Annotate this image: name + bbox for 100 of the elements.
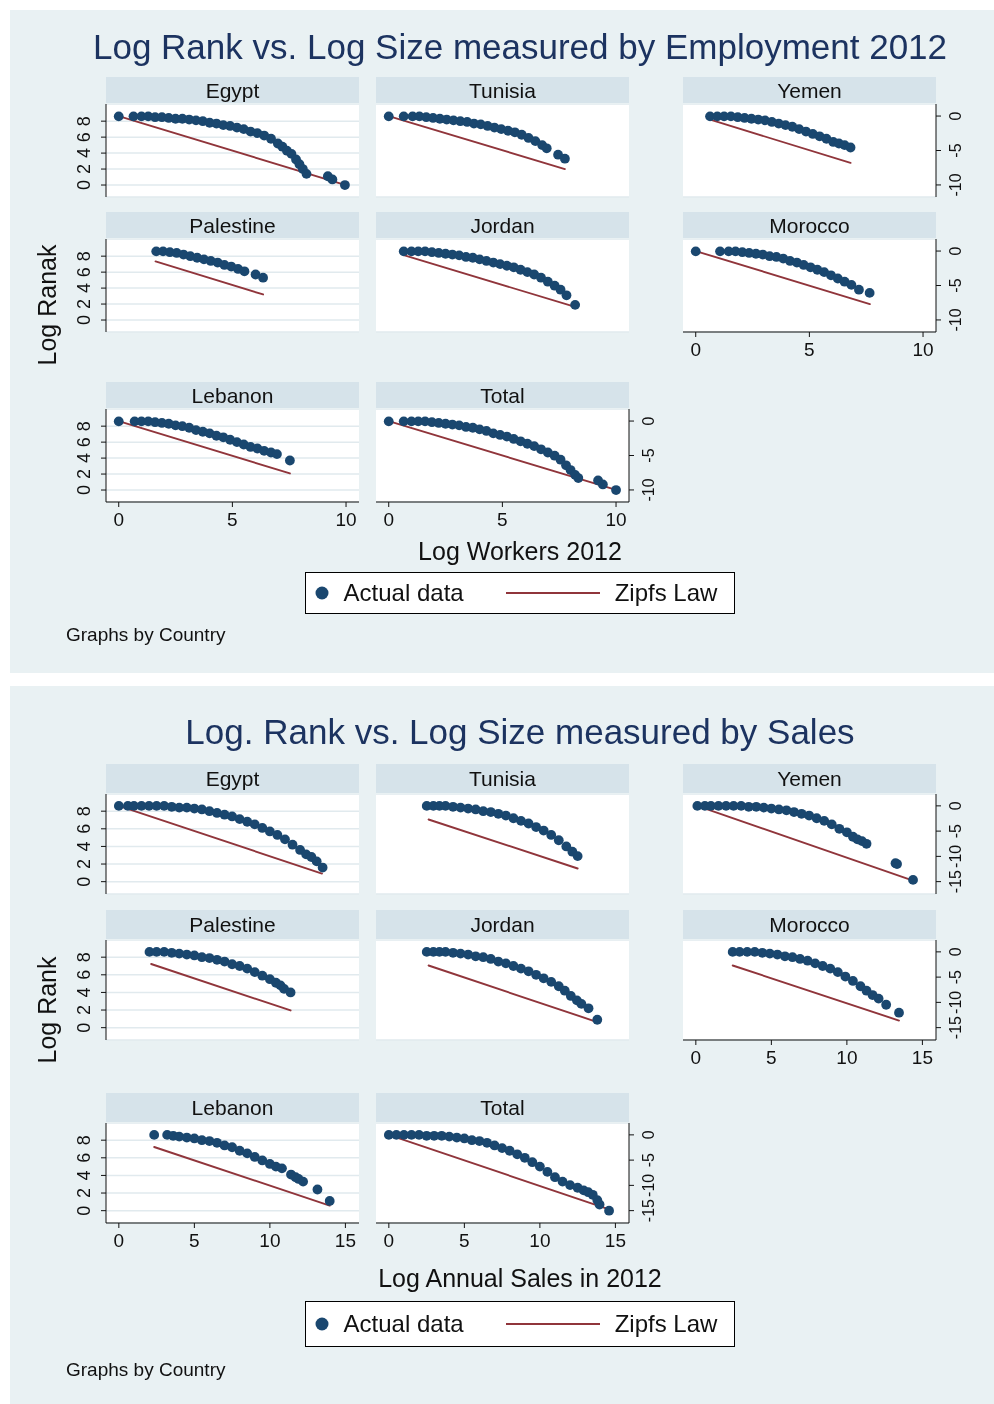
- point: [611, 485, 621, 495]
- x-tick-label: 0: [690, 1047, 702, 1069]
- point: [546, 976, 557, 987]
- point: [832, 967, 843, 978]
- y-tick-label: 4: [74, 1170, 94, 1181]
- y-tick-label: 6: [74, 969, 94, 980]
- y-tick-label: 4: [74, 453, 94, 464]
- chart-title: Yemen: [777, 767, 842, 790]
- point: [239, 266, 250, 277]
- y-tick-label: 8: [74, 251, 94, 262]
- y-tick-label: 6: [74, 437, 94, 448]
- point: [280, 834, 290, 845]
- point: [834, 823, 845, 834]
- y2-tick-label: -10: [946, 308, 964, 332]
- y-tick-label: 6: [74, 132, 94, 143]
- y2-tick-label: 0: [946, 111, 964, 121]
- y2-tick-label: 0: [639, 416, 657, 426]
- y2-tick-label: -5: [946, 143, 964, 158]
- point: [242, 963, 253, 974]
- y-tick-label: 8: [74, 806, 94, 817]
- y-tick-label: 6: [74, 267, 94, 278]
- point: [285, 455, 295, 466]
- text: Log Annual Sales in 2012: [378, 1264, 662, 1292]
- y-tick-label: 4: [74, 283, 94, 294]
- y-tick-label: 8: [74, 116, 94, 127]
- y2-tick-label: 0: [946, 947, 964, 957]
- x-tick-label: 5: [766, 1047, 777, 1069]
- y-tick-label: 6: [74, 1152, 94, 1163]
- point: [249, 967, 260, 978]
- y2-tick-label: -5: [639, 448, 657, 463]
- point: [550, 1172, 560, 1183]
- y-tick-label: 8: [74, 1135, 94, 1146]
- x-tick-label: 5: [497, 509, 508, 531]
- point: [482, 1137, 492, 1148]
- point: [272, 449, 282, 459]
- x-tick-label: 15: [334, 1230, 356, 1252]
- point: [249, 819, 260, 830]
- point: [573, 473, 584, 483]
- y-tick-label: 2: [74, 164, 94, 175]
- y2-tick-label: 0: [946, 246, 964, 256]
- point: [113, 800, 124, 811]
- point: [873, 993, 884, 1004]
- chart-title: Egypt: [205, 78, 260, 102]
- text: Log. Rank vs. Log Size measured by Sales: [185, 712, 855, 751]
- y2-tick-label: -5: [946, 823, 964, 839]
- y-tick-label: 2: [74, 1005, 94, 1016]
- point: [242, 816, 253, 827]
- text: Log Rank: [32, 956, 61, 1064]
- y2-tick-label: -10: [946, 844, 964, 868]
- x-tick-label: 15: [604, 1230, 626, 1252]
- x-tick-label: 5: [804, 339, 815, 361]
- chart-title: Jordan: [470, 213, 535, 237]
- point: [113, 416, 124, 427]
- point: [485, 954, 496, 964]
- point: [846, 280, 857, 290]
- x-tick-label: 5: [189, 1230, 200, 1252]
- y-tick-label: 2: [74, 469, 94, 480]
- point: [583, 1003, 594, 1014]
- y-tick-label: 2: [74, 859, 94, 870]
- legend-label: Zipfs Law: [614, 579, 718, 606]
- point: [249, 1152, 260, 1162]
- y-tick-label: 0: [74, 1022, 94, 1033]
- chart-title: Total: [480, 1096, 525, 1119]
- chart-title: Tunisia: [469, 78, 536, 102]
- point: [861, 838, 872, 849]
- x-tick-label: 0: [113, 1230, 125, 1252]
- point: [266, 133, 276, 144]
- chart-title: Morocco: [769, 913, 850, 936]
- point: [819, 815, 830, 826]
- x-tick-label: 0: [113, 509, 125, 531]
- point: [383, 111, 394, 122]
- point: [534, 1161, 545, 1172]
- x-tick-label: 15: [911, 1047, 933, 1069]
- point: [340, 180, 350, 190]
- legend-label: Actual data: [343, 579, 464, 606]
- point: [570, 299, 581, 310]
- point: [881, 999, 892, 1010]
- point: [312, 1184, 323, 1195]
- point: [285, 987, 296, 998]
- point: [817, 961, 828, 971]
- point: [848, 976, 858, 986]
- x-tick-label: 10: [529, 1230, 551, 1252]
- point: [519, 1152, 530, 1163]
- point: [561, 290, 572, 301]
- point: [531, 822, 542, 832]
- point: [227, 811, 238, 822]
- chart-title: Tunisia: [469, 767, 536, 790]
- point: [576, 998, 587, 1009]
- point: [242, 1148, 253, 1159]
- point: [542, 1167, 553, 1177]
- point: [317, 862, 328, 873]
- y-tick-label: 0: [74, 485, 94, 496]
- point: [324, 1196, 335, 1206]
- point: [546, 830, 557, 840]
- point: [531, 969, 542, 980]
- point: [787, 952, 798, 963]
- legend-label: Actual data: [343, 1310, 464, 1337]
- point: [497, 1143, 508, 1154]
- x-tick-label: 10: [836, 1047, 858, 1069]
- text: Log Workers 2012: [418, 537, 622, 565]
